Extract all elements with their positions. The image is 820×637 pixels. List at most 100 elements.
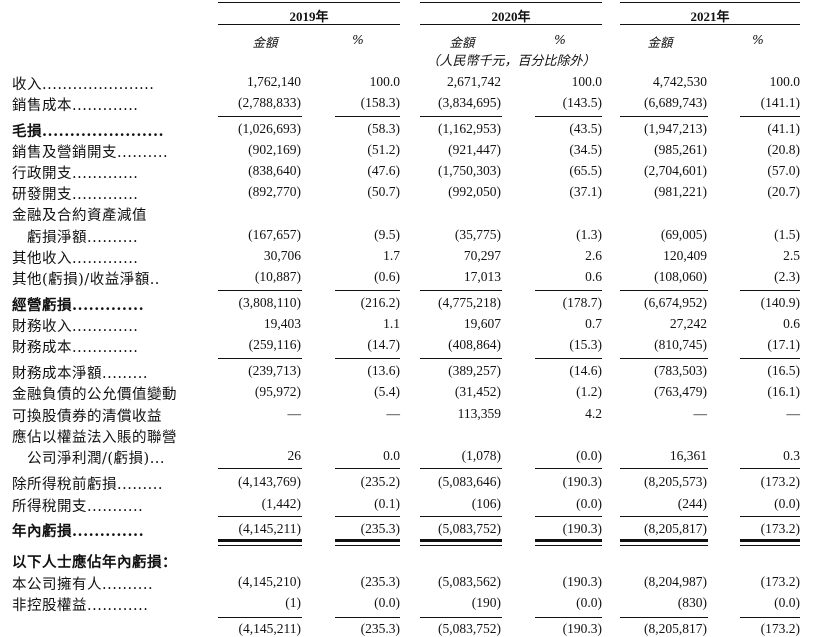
percent-cell: (140.9) [760, 295, 800, 310]
row-label: 非控股權益............ [12, 598, 149, 614]
percent-cell: (14.6) [569, 363, 602, 378]
subtotal-rule [535, 468, 602, 469]
subtotal-rule [420, 290, 502, 291]
amount-cell: 17,013 [463, 269, 501, 284]
amount-cell: (985,261) [654, 142, 707, 157]
row-label: 本公司擁有人.......... [12, 577, 154, 593]
row-label: 其他(虧損)/收益淨額.. [12, 272, 160, 288]
amount-cell: (4,145,211) [238, 621, 302, 636]
subtotal-rule [620, 516, 708, 517]
percent-cell: (15.3) [569, 337, 602, 352]
row-label: 研發開支............. [12, 187, 139, 203]
subtotal-rule [620, 468, 708, 469]
amount-cell: (5,083,752) [438, 621, 501, 636]
amount-cell: (8,205,817) [644, 521, 707, 536]
double-rule [335, 545, 400, 546]
percent-cell: (190.3) [562, 574, 602, 589]
subtotal-rule [535, 290, 602, 291]
amount-cell: (5,083,562) [438, 574, 501, 589]
percent-cell: (0.0) [576, 448, 602, 463]
row-label: 公司淨利潤/(虧損)... [12, 451, 166, 467]
percent-cell: (43.5) [569, 121, 602, 136]
amount-cell: 27,242 [669, 316, 707, 331]
double-rule [218, 539, 302, 542]
subtotal-rule [218, 468, 302, 469]
subtotal-rule [535, 516, 602, 517]
amount-subheader: 金額 [449, 35, 475, 50]
percent-cell: 1.7 [383, 248, 400, 263]
amount-cell: (239,713) [248, 363, 301, 378]
subtotal-rule [218, 290, 302, 291]
amount-cell: (8,204,987) [644, 574, 707, 589]
amount-cell: — [287, 406, 302, 421]
percent-cell: (173.2) [760, 621, 800, 636]
percent-cell: (17.1) [767, 337, 800, 352]
subtotal-rule [740, 116, 800, 117]
percent-cell: (5.4) [374, 384, 400, 399]
amount-cell: (4,143,769) [238, 474, 301, 489]
amount-cell: (259,116) [248, 337, 301, 352]
amount-subheader: 金額 [647, 35, 673, 50]
subtotal-rule [740, 516, 800, 517]
subtotal-rule [740, 358, 800, 359]
percent-cell: 0.6 [585, 269, 602, 284]
amount-cell: (3,834,695) [438, 95, 501, 110]
percent-cell: (173.2) [760, 474, 800, 489]
amount-cell: (6,674,952) [644, 295, 707, 310]
subtotal-rule [335, 516, 400, 517]
unit-note: （人民幣千元，百分比除外） [426, 54, 596, 69]
double-rule [620, 545, 708, 546]
year-top-rule [420, 2, 602, 3]
subtotal-rule [218, 516, 302, 517]
double-rule [420, 545, 502, 546]
amount-cell: 113,359 [457, 406, 501, 421]
amount-cell: (1,162,953) [438, 121, 501, 136]
amount-cell: (190) [471, 595, 501, 610]
subtotal-rule [420, 516, 502, 517]
percent-cell: (190.3) [562, 474, 602, 489]
subtotal-rule [218, 358, 302, 359]
percent-cell: (158.3) [360, 95, 400, 110]
amount-subheader: 金額 [252, 35, 278, 50]
percent-cell: (2.3) [774, 269, 800, 284]
percent-cell: (9.5) [374, 227, 400, 242]
subtotal-rule [420, 617, 502, 618]
amount-cell: 70,297 [463, 248, 501, 263]
amount-cell: (8,205,573) [644, 474, 707, 489]
percent-cell: (47.6) [367, 163, 400, 178]
percent-cell: 0.6 [783, 316, 800, 331]
percent-cell: 0.7 [585, 316, 602, 331]
amount-cell: (783,503) [654, 363, 707, 378]
percent-cell: (235.3) [360, 574, 400, 589]
amount-cell: (1,078) [461, 448, 501, 463]
row-label: 毛損...................... [12, 123, 165, 140]
year-header: 2021年 [690, 9, 730, 24]
year-header: 2020年 [491, 9, 531, 24]
row-label: 以下人士應佔年內虧損： [12, 554, 177, 571]
percent-cell: (216.2) [360, 295, 400, 310]
row-label: 金融及合約資產減值 [12, 208, 147, 224]
percent-subheader: % [554, 32, 566, 47]
subtotal-rule [535, 617, 602, 618]
percent-cell: (143.5) [562, 95, 602, 110]
year-bottom-rule [420, 24, 602, 25]
subtotal-rule [218, 617, 302, 618]
percent-subheader: % [352, 32, 364, 47]
year-bottom-rule [620, 24, 800, 25]
percent-cell: (16.5) [767, 363, 800, 378]
year-header: 2019年 [289, 9, 329, 24]
amount-cell: (4,145,210) [238, 574, 301, 589]
double-rule [535, 539, 602, 542]
amount-cell: (1,750,303) [438, 163, 501, 178]
percent-cell: (16.1) [767, 384, 800, 399]
percent-cell: (34.5) [569, 142, 602, 157]
amount-cell: 16,361 [669, 448, 707, 463]
percent-cell: (1.3) [576, 227, 602, 242]
subtotal-rule [335, 116, 400, 117]
percent-cell: (0.0) [774, 496, 800, 511]
row-label: 財務成本............. [12, 340, 139, 356]
percent-cell: (235.3) [360, 621, 400, 636]
amount-cell: (763,479) [654, 384, 707, 399]
percent-cell: (0.0) [576, 595, 602, 610]
double-rule [535, 545, 602, 546]
